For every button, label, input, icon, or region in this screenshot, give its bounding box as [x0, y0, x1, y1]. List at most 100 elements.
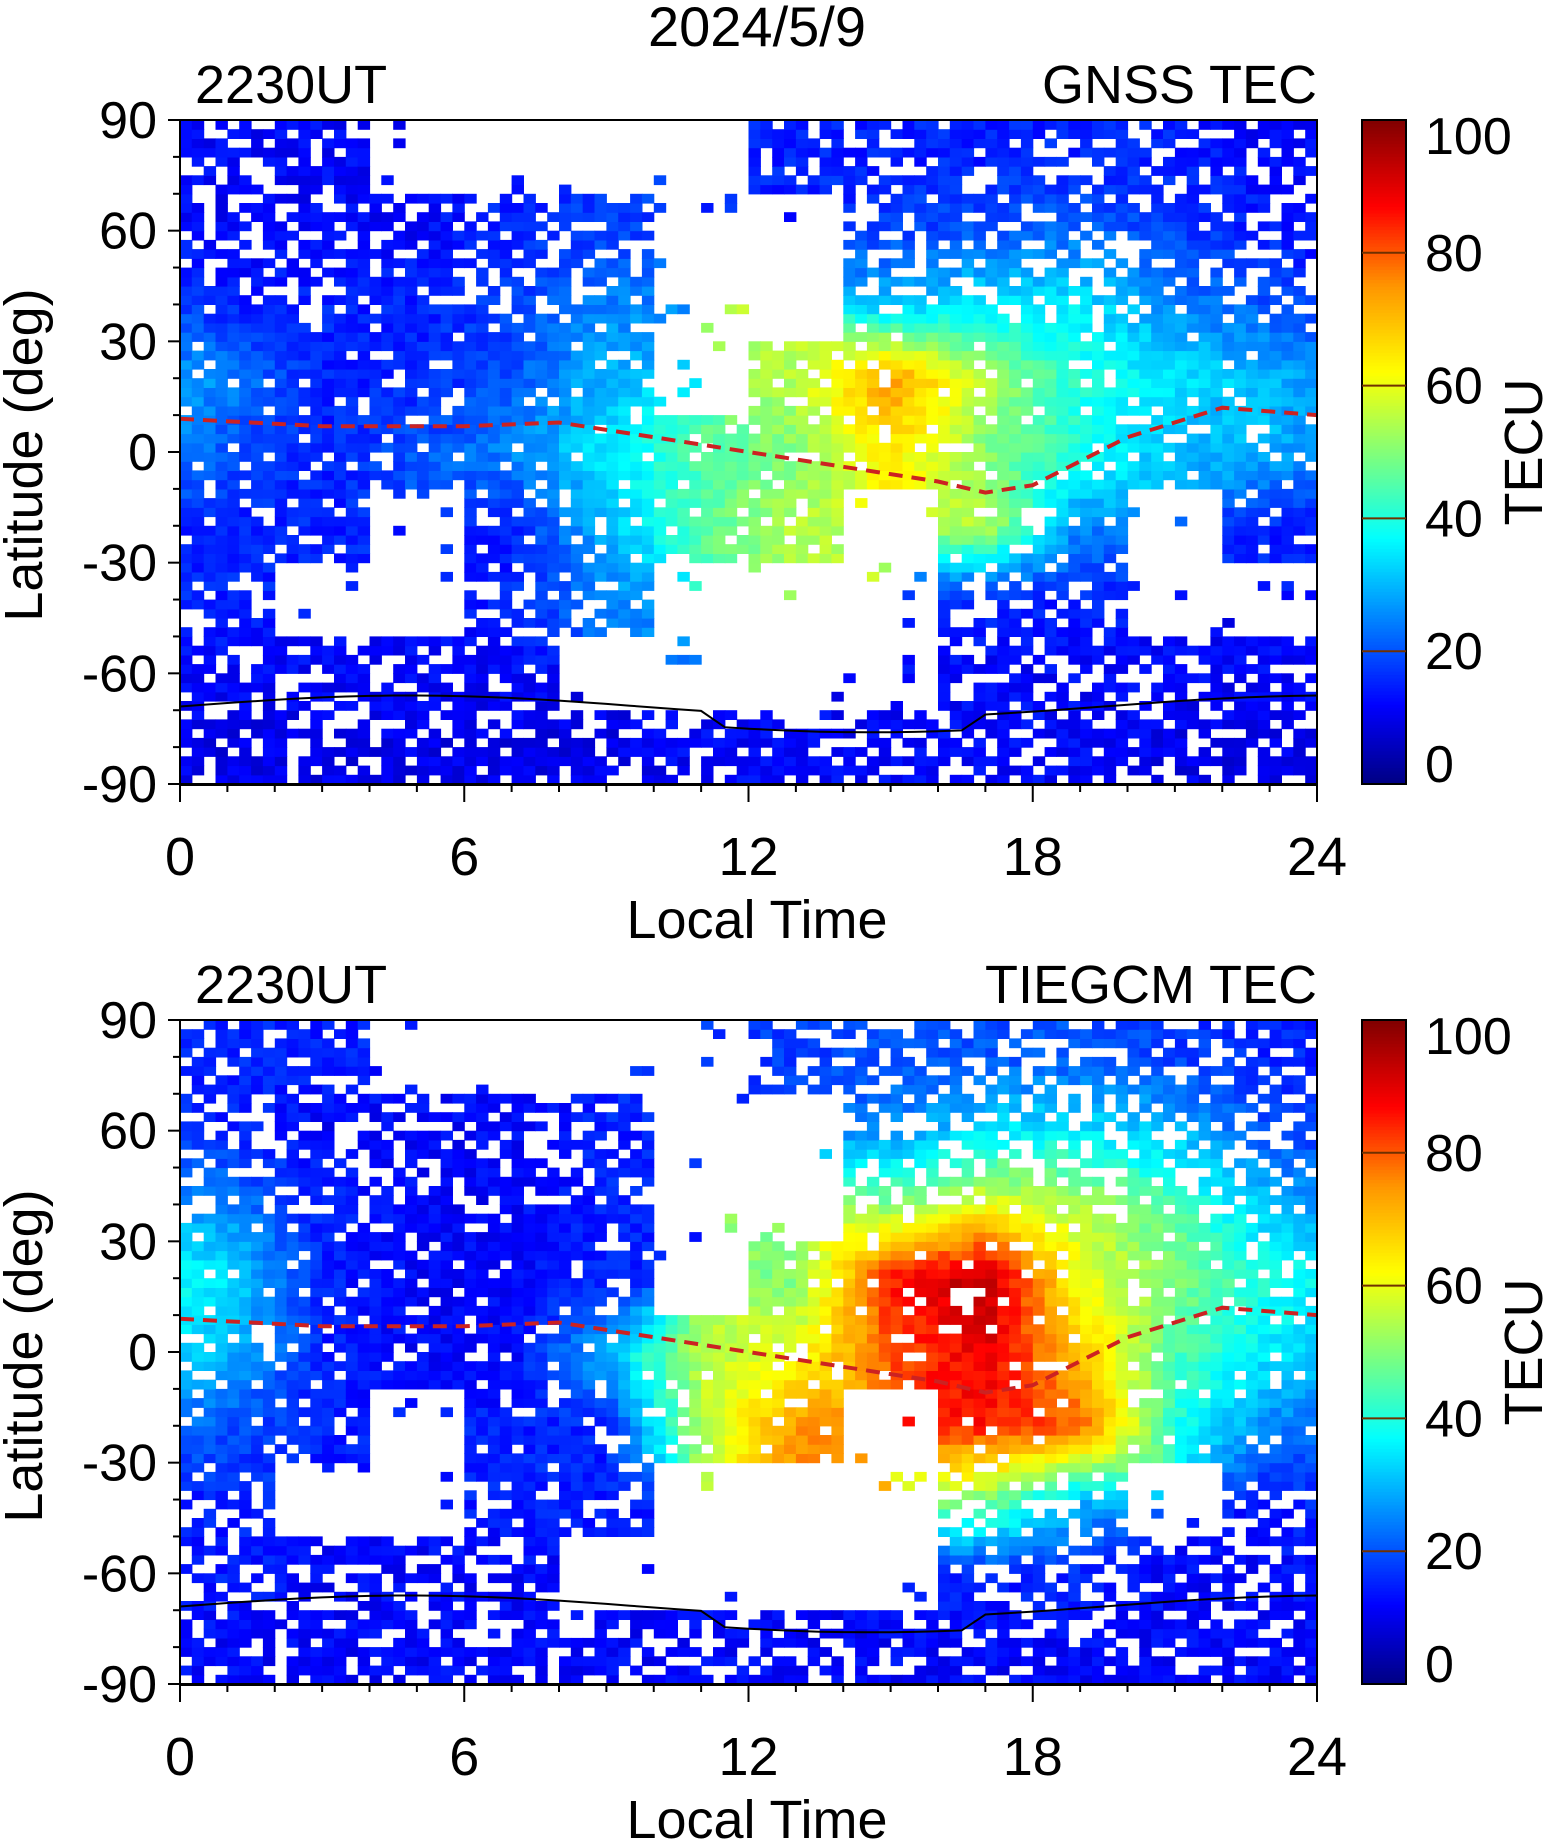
heatmap-cell: [204, 1435, 216, 1445]
heatmap-cell: [903, 360, 915, 370]
heatmap-cell: [1009, 517, 1021, 527]
heatmap-cell: [452, 701, 464, 711]
heatmap-cell: [535, 590, 547, 600]
heatmap-cell: [1187, 701, 1199, 711]
heatmap-cell: [310, 258, 322, 268]
heatmap-cell: [393, 138, 405, 148]
heatmap-cell: [204, 507, 216, 517]
heatmap-cell: [180, 1251, 192, 1261]
heatmap-cell: [1009, 249, 1021, 259]
heatmap-cell: [583, 738, 595, 748]
heatmap-cell: [950, 148, 962, 158]
heatmap-cell: [1293, 480, 1305, 490]
heatmap-cell: [749, 175, 761, 185]
heatmap-cell: [417, 738, 429, 748]
heatmap-cell: [405, 194, 417, 204]
heatmap-cell: [583, 212, 595, 222]
heatmap-cell: [239, 766, 251, 776]
heatmap-cell: [891, 461, 903, 471]
heatmap-cell: [666, 461, 678, 471]
heatmap-cell: [749, 369, 761, 379]
heatmap-cell: [488, 360, 500, 370]
heatmap-cell: [571, 212, 583, 222]
heatmap-cell: [346, 203, 358, 213]
heatmap-cell: [1258, 636, 1270, 646]
heatmap-cell: [1282, 387, 1294, 397]
heatmap-cell: [1009, 590, 1021, 600]
heatmap-cell: [251, 203, 263, 213]
heatmap-cell: [346, 378, 358, 388]
heatmap-cell: [1151, 378, 1163, 388]
heatmap-cell: [1270, 766, 1282, 776]
heatmap-cell: [452, 406, 464, 416]
heatmap-cell: [772, 443, 784, 453]
heatmap-cell: [701, 415, 713, 425]
heatmap-cell: [1187, 314, 1199, 324]
heatmap-cell: [251, 434, 263, 444]
heatmap-cell: [666, 738, 678, 748]
heatmap-cell: [1305, 470, 1317, 480]
heatmap-cell: [618, 461, 630, 471]
heatmap-cell: [820, 397, 832, 407]
heatmap-cell: [239, 1038, 251, 1048]
heatmap-cell: [322, 526, 334, 536]
heatmap-cell: [831, 415, 843, 425]
heatmap-cell: [831, 498, 843, 508]
heatmap-cell: [1104, 295, 1116, 305]
heatmap-cell: [204, 332, 216, 342]
heatmap-cell: [1021, 369, 1033, 379]
heatmap-cell: [1282, 498, 1294, 508]
heatmap-cell: [204, 563, 216, 573]
heatmap-cell: [180, 351, 192, 361]
heatmap-cell: [938, 581, 950, 591]
heatmap-cell: [926, 369, 938, 379]
heatmap-cell: [737, 470, 749, 480]
heatmap-cell: [192, 526, 204, 536]
heatmap-cell: [1139, 332, 1151, 342]
heatmap-cell: [298, 277, 310, 287]
heatmap-cell: [1139, 268, 1151, 278]
heatmap-cell: [500, 212, 512, 222]
heatmap-cell: [298, 221, 310, 231]
heatmap-cell: [227, 489, 239, 499]
heatmap-cell: [559, 424, 571, 434]
heatmap-cell: [1116, 295, 1128, 305]
heatmap-cell: [843, 747, 855, 757]
heatmap-cell: [180, 1472, 192, 1482]
heatmap-cell: [275, 507, 287, 517]
heatmap-cell: [985, 120, 997, 130]
heatmap-cell: [606, 498, 618, 508]
heatmap-cell: [1234, 470, 1246, 480]
heatmap-cell: [429, 277, 441, 287]
heatmap-cell: [997, 470, 1009, 480]
heatmap-cell: [204, 397, 216, 407]
heatmap-cell: [512, 646, 524, 656]
heatmap-cell: [1116, 221, 1128, 231]
heatmap-cell: [808, 397, 820, 407]
heatmap-cell: [334, 175, 346, 185]
heatmap-cell: [1021, 627, 1033, 637]
heatmap-cell: [1021, 590, 1033, 600]
heatmap-cell: [381, 636, 393, 646]
heatmap-cell: [784, 544, 796, 554]
heatmap-cell: [216, 756, 228, 766]
heatmap-cell: [405, 341, 417, 351]
heatmap-cell: [180, 1481, 192, 1491]
heatmap-cell: [512, 581, 524, 591]
heatmap-cell: [535, 277, 547, 287]
heatmap-cell: [346, 157, 358, 167]
heatmap-cell: [855, 240, 867, 250]
heatmap-cell: [334, 452, 346, 462]
heatmap-cell: [180, 1168, 192, 1178]
heatmap-cell: [1092, 655, 1104, 665]
heatmap-cell: [251, 1260, 263, 1270]
heatmap-cell: [1293, 710, 1305, 720]
heatmap-cell: [677, 424, 689, 434]
heatmap-cell: [1021, 563, 1033, 573]
heatmap-cell: [464, 304, 476, 314]
heatmap-cell: [1175, 590, 1187, 600]
heatmap-cell: [737, 498, 749, 508]
heatmap-cell: [334, 341, 346, 351]
heatmap-cell: [784, 415, 796, 425]
heatmap-cell: [1282, 719, 1294, 729]
